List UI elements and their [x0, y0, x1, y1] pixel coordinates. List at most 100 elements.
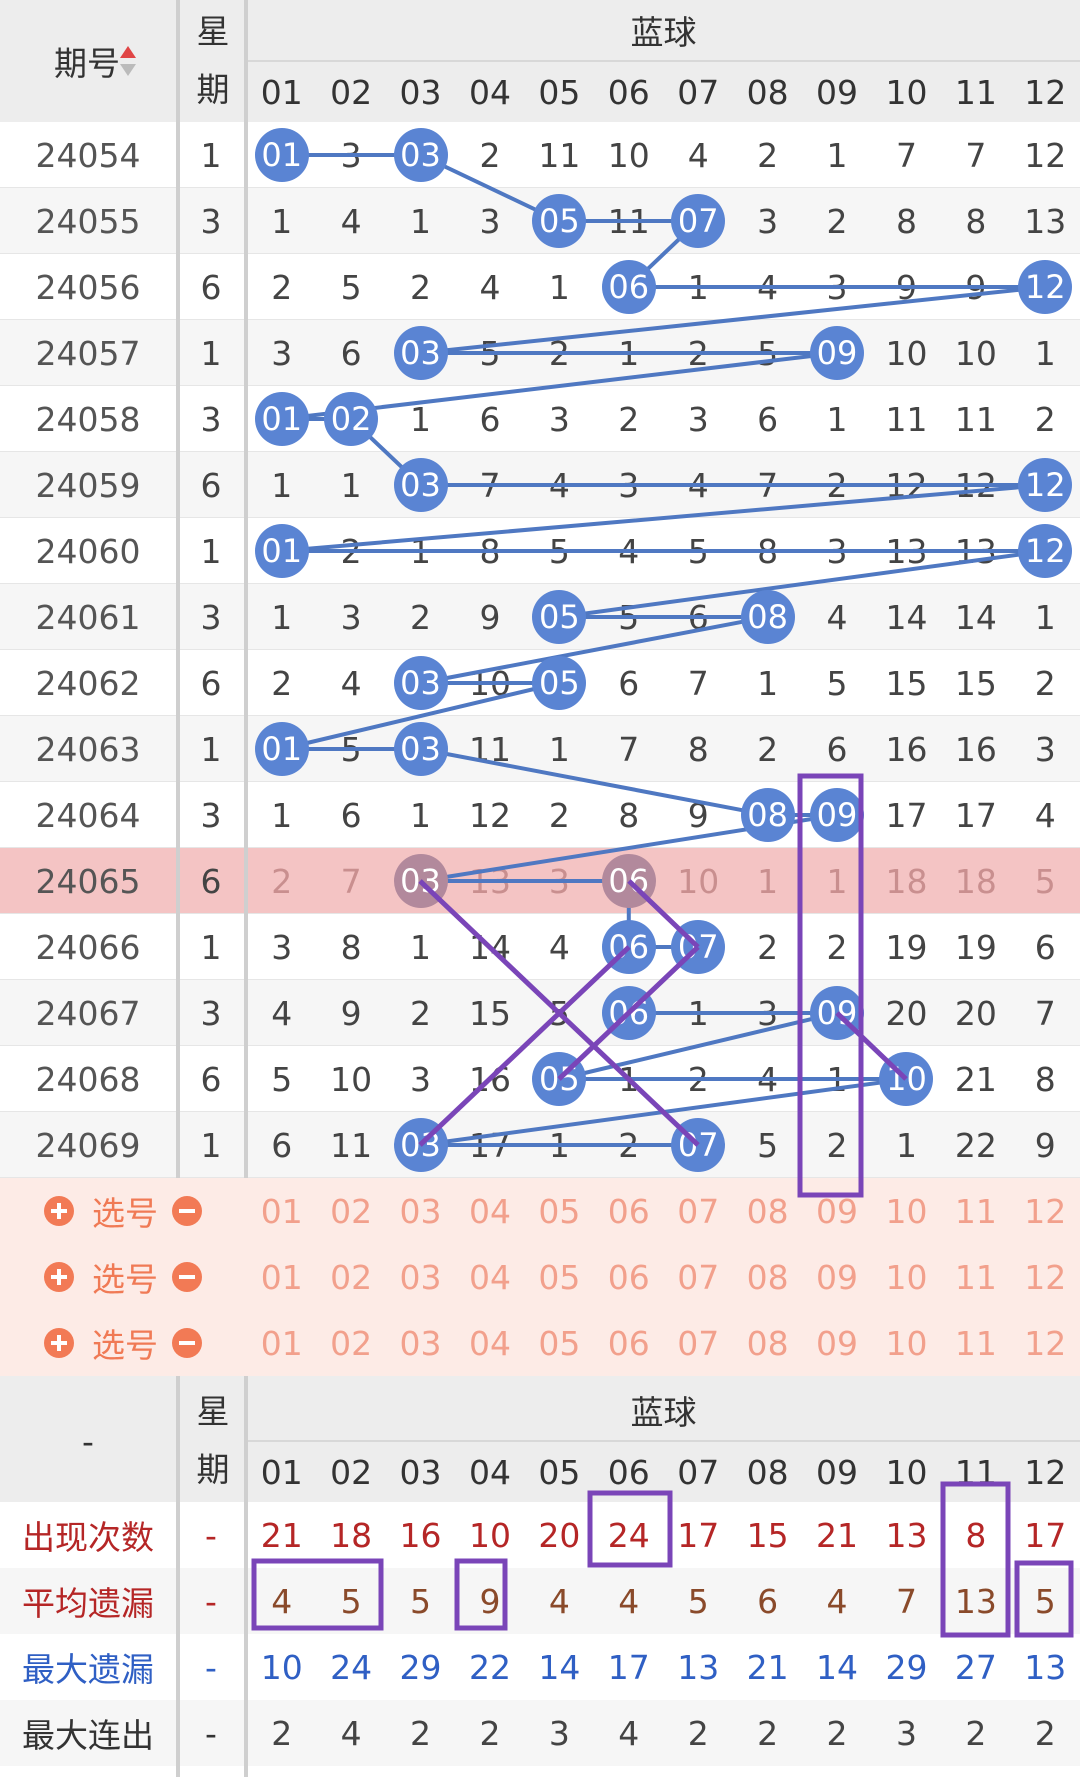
omission-value: 3 — [548, 399, 570, 439]
select-number[interactable]: 02 — [330, 1323, 373, 1363]
omission-value: 1 — [757, 861, 779, 901]
omission-value: 1 — [410, 201, 432, 241]
stats-header-period: - — [82, 1421, 94, 1461]
omission-value: 8 — [1034, 1059, 1056, 1099]
select-number[interactable]: 06 — [607, 1323, 650, 1363]
omission-value: 7 — [965, 135, 987, 175]
omission-value: 1 — [1034, 597, 1056, 637]
select-number[interactable]: 07 — [677, 1257, 720, 1297]
select-number[interactable]: 09 — [816, 1257, 859, 1297]
select-number[interactable]: 06 — [607, 1257, 650, 1297]
select-number[interactable]: 05 — [538, 1191, 581, 1231]
select-number[interactable]: 01 — [260, 1323, 303, 1363]
select-number[interactable]: 10 — [885, 1323, 928, 1363]
sort-arrows — [118, 44, 138, 78]
omission-value: 6 — [340, 333, 362, 373]
period: 24058 — [35, 399, 141, 439]
column-separator — [244, 0, 248, 1178]
select-number[interactable]: 04 — [468, 1257, 511, 1297]
stats-value: 2 — [687, 1713, 709, 1753]
select-number[interactable]: 03 — [399, 1323, 442, 1363]
select-number[interactable]: 10 — [885, 1257, 928, 1297]
omission-value: 10 — [885, 333, 928, 373]
select-number[interactable]: 09 — [816, 1323, 859, 1363]
omission-value: 5 — [271, 1059, 293, 1099]
weekday: 1 — [200, 927, 222, 967]
select-number[interactable]: 01 — [260, 1257, 303, 1297]
period: 24068 — [35, 1059, 141, 1099]
select-number[interactable]: 10 — [885, 1191, 928, 1231]
select-number[interactable]: 07 — [677, 1191, 720, 1231]
select-number[interactable]: 01 — [260, 1191, 303, 1231]
omission-value: 12 — [1024, 135, 1067, 175]
number-ball: 05 — [532, 590, 587, 644]
stats-row-bg — [0, 1502, 1080, 1568]
omission-value: 15 — [885, 663, 928, 703]
column-label: 12 — [1024, 72, 1067, 112]
remove-button[interactable] — [172, 1196, 202, 1226]
column-label: 04 — [468, 72, 511, 112]
add-button[interactable] — [44, 1262, 74, 1292]
select-number[interactable]: 02 — [330, 1191, 373, 1231]
stats-row-bg — [0, 1700, 1080, 1766]
select-number[interactable]: 03 — [399, 1191, 442, 1231]
stats-column-label: 03 — [399, 1452, 442, 1492]
column-label: 03 — [399, 72, 442, 112]
select-number[interactable]: 02 — [330, 1257, 373, 1297]
select-number[interactable]: 07 — [677, 1323, 720, 1363]
select-number[interactable]: 11 — [954, 1323, 997, 1363]
stats-column-label: 09 — [816, 1452, 859, 1492]
select-number[interactable]: 05 — [538, 1323, 581, 1363]
remove-button[interactable] — [172, 1328, 202, 1358]
period: 24062 — [35, 663, 141, 703]
omission-value: 11 — [538, 135, 581, 175]
select-number[interactable]: 11 — [954, 1257, 997, 1297]
select-number[interactable]: 12 — [1024, 1323, 1067, 1363]
omission-value: 3 — [410, 1059, 432, 1099]
number-ball: 03 — [393, 722, 448, 776]
omission-value: 17 — [954, 795, 997, 835]
select-number[interactable]: 09 — [816, 1191, 859, 1231]
omission-value: 3 — [271, 333, 293, 373]
select-number[interactable]: 11 — [954, 1191, 997, 1231]
remove-button[interactable] — [172, 1262, 202, 1292]
stats-value: 21 — [746, 1647, 789, 1687]
select-number[interactable]: 08 — [746, 1191, 789, 1231]
period: 24064 — [35, 795, 141, 835]
number-ball: 08 — [740, 788, 795, 842]
select-number[interactable]: 04 — [468, 1191, 511, 1231]
select-number[interactable]: 08 — [746, 1257, 789, 1297]
select-number[interactable]: 12 — [1024, 1191, 1067, 1231]
annotation-box — [251, 1558, 384, 1631]
column-label: 05 — [538, 72, 581, 112]
column-label: 08 — [746, 72, 789, 112]
stats-column-label: 05 — [538, 1452, 581, 1492]
weekday: 1 — [200, 1125, 222, 1165]
add-button[interactable] — [44, 1328, 74, 1358]
period: 24063 — [35, 729, 141, 769]
select-number[interactable]: 08 — [746, 1323, 789, 1363]
select-number[interactable]: 12 — [1024, 1257, 1067, 1297]
stats-column-label: 12 — [1024, 1452, 1067, 1492]
select-number[interactable]: 04 — [468, 1323, 511, 1363]
header-group: 蓝球 — [630, 13, 697, 52]
select-number[interactable]: 05 — [538, 1257, 581, 1297]
stats-value: 14 — [816, 1647, 859, 1687]
period: 24065 — [35, 861, 141, 901]
stats-value: 17 — [1024, 1515, 1067, 1555]
weekday: 1 — [200, 531, 222, 571]
omission-value: 1 — [895, 1125, 917, 1165]
omission-value: 14 — [885, 597, 928, 637]
stats-value: 4 — [271, 1581, 293, 1621]
period: 24056 — [35, 267, 141, 307]
row-bg — [0, 782, 1080, 848]
omission-value: 8 — [687, 729, 709, 769]
weekday: 6 — [200, 465, 222, 505]
omission-value: 7 — [1034, 993, 1056, 1033]
period: 24060 — [35, 531, 141, 571]
stats-value: 22 — [468, 1647, 511, 1687]
select-number[interactable]: 06 — [607, 1191, 650, 1231]
omission-value: 2 — [618, 399, 640, 439]
add-button[interactable] — [44, 1196, 74, 1226]
select-number[interactable]: 03 — [399, 1257, 442, 1297]
